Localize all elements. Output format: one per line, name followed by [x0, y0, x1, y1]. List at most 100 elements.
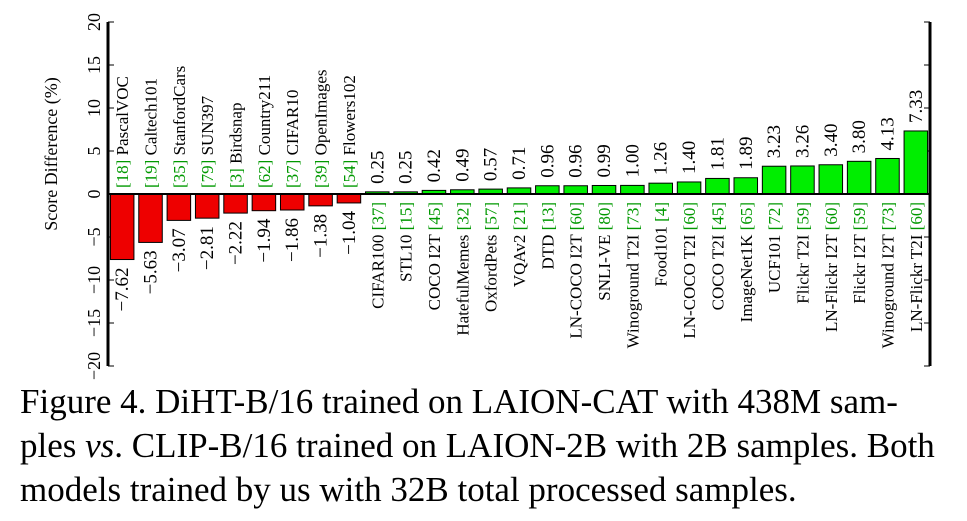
category-label: LN-COCO T2I [60]	[680, 202, 699, 339]
bar-ucf101	[761, 165, 787, 195]
category-name: VQAv2	[510, 230, 529, 287]
category-rank: [19]	[142, 160, 161, 188]
value-label: 0.49	[452, 149, 473, 182]
value-label: 0.57	[481, 148, 502, 181]
category-rank: [45]	[708, 202, 727, 230]
value-label: 3.80	[849, 120, 870, 153]
value-label: 0.25	[396, 151, 417, 184]
category-label: UCF101 [72]	[765, 202, 784, 293]
y-tick-label: −20	[84, 352, 104, 380]
bar-labels: −7.62 [18] PascalVOC −5.63 [19] Caltech101 −…	[112, 66, 927, 349]
value-label: 1.89	[736, 136, 757, 169]
value-label: 3.23	[764, 125, 785, 158]
y-tick-label: 20	[84, 13, 104, 31]
category-rank: [21]	[510, 202, 529, 230]
category-name: Winoground I2T	[878, 230, 897, 348]
value-label: 0.99	[594, 144, 615, 177]
bar-ln-flickr-t2i	[903, 130, 929, 195]
category-label: OxfordPets [57]	[482, 202, 501, 312]
category-label: ImageNet1K [65]	[737, 202, 756, 322]
bar-imagenet1k	[733, 177, 759, 195]
category-name: UCF101	[765, 230, 784, 293]
value-label: 0.96	[537, 144, 558, 177]
category-label: Flickr I2T [59]	[850, 202, 869, 304]
category-rank: [73]	[623, 202, 642, 230]
category-name: SUN397	[198, 95, 217, 159]
category-rank: [37]	[368, 202, 387, 230]
value-label: −5.63	[141, 250, 162, 294]
category-rank: [32]	[453, 202, 472, 230]
category-rank: [45]	[425, 202, 444, 230]
category-name: STL10	[397, 230, 416, 281]
bars	[109, 130, 929, 261]
y-tick-label: 0	[84, 190, 104, 199]
value-label: 1.40	[679, 141, 700, 174]
category-name: LN-COCO I2T	[567, 230, 586, 338]
bar-birdsnap	[223, 193, 248, 214]
bar-flowers102	[336, 193, 362, 204]
category-rank: [72]	[765, 202, 784, 230]
value-label: −1.86	[282, 218, 303, 262]
category-rank: [60]	[822, 202, 841, 230]
caption-line-3: models trained by us with 32B total proc…	[20, 470, 797, 509]
value-label: 1.26	[651, 142, 672, 175]
category-label: [35] StanfordCars	[170, 66, 189, 188]
category-rank: [62]	[255, 160, 274, 188]
category-rank: [59]	[793, 202, 812, 230]
category-rank: [18]	[113, 160, 132, 188]
category-label: [62] Country211	[255, 75, 274, 188]
bar-country211	[251, 193, 277, 212]
category-label: [54] Flowers102	[340, 75, 359, 188]
category-rank: [35]	[170, 160, 189, 188]
category-name: Flickr I2T	[850, 230, 869, 303]
category-name: OpenImages	[312, 70, 331, 160]
category-rank: [59]	[850, 202, 869, 230]
value-label: −3.07	[169, 228, 190, 272]
y-axis-label: Score Difference (%)	[41, 77, 62, 231]
category-rank: [15]	[397, 202, 416, 230]
value-label: −2.22	[226, 221, 247, 265]
value-label: 0.42	[424, 149, 445, 182]
category-name: Caltech101	[142, 78, 161, 160]
value-label: −1.04	[339, 210, 360, 254]
category-label: Winoground T2I [73]	[623, 202, 642, 348]
y-tick-label: −5	[84, 227, 104, 246]
value-label: 1.00	[622, 144, 643, 177]
category-rank: [60]	[680, 202, 699, 230]
category-rank: [60]	[907, 202, 926, 230]
bar-pascalvoc	[109, 193, 135, 261]
category-name: COCO T2I	[708, 230, 727, 310]
category-name: HatefulMemes	[453, 230, 472, 335]
category-name: OxfordPets	[482, 230, 501, 312]
category-rank: [57]	[482, 202, 501, 230]
bar-dtd	[535, 185, 560, 195]
bar-winoground-i2t	[875, 157, 900, 195]
category-label: DTD [13]	[538, 202, 557, 270]
category-rank: [65]	[737, 202, 756, 230]
bar-openimages	[308, 193, 333, 207]
category-rank: [54]	[340, 160, 359, 188]
value-label: −7.62	[112, 268, 133, 312]
category-name: CIFAR10	[283, 90, 302, 160]
category-name: LN-Flickr I2T	[822, 230, 841, 332]
bar-caltech101	[138, 193, 163, 243]
category-rank: [3]	[227, 168, 246, 188]
bar-coco-t2i	[705, 177, 730, 195]
category-rank: [37]	[283, 160, 302, 188]
category-label: COCO T2I [45]	[708, 202, 727, 310]
bar-ln-coco-i2t	[563, 185, 588, 195]
category-label: [79] SUN397	[198, 95, 217, 188]
category-name: StanfordCars	[170, 66, 189, 160]
category-name: PascalVOC	[113, 76, 132, 160]
category-name: Flickr T2I	[793, 230, 812, 303]
category-name: Flowers102	[340, 75, 359, 160]
value-label: −2.81	[197, 226, 218, 270]
bar-stanfordcars	[166, 193, 192, 221]
bar-flickr-t2i	[790, 165, 815, 195]
category-label: Food101 [4]	[652, 202, 671, 287]
y-tick-label: 15	[84, 56, 104, 74]
bar-winoground-t2i	[620, 184, 645, 195]
category-rank: [80]	[595, 202, 614, 230]
bar-flickr-i2t	[846, 160, 872, 195]
category-label: SNLI-VE [80]	[595, 202, 614, 301]
